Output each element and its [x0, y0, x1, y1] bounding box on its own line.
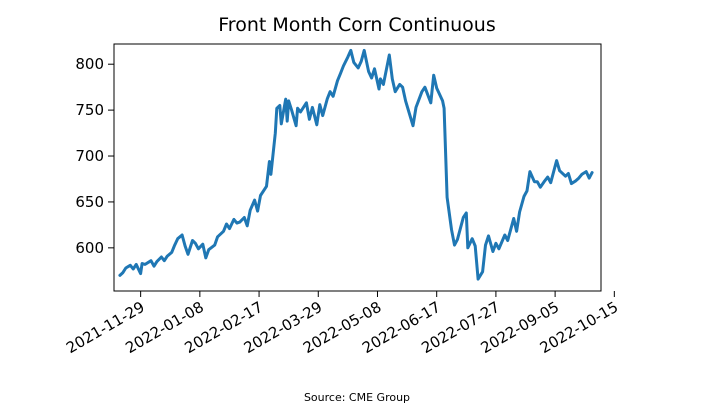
chart-title: Front Month Corn Continuous [218, 14, 495, 36]
y-tick-label: 600 [75, 239, 104, 257]
source-note: Source: CME Group [304, 391, 410, 404]
series-line-0 [118, 48, 594, 281]
y-tick-label: 750 [75, 101, 104, 119]
y-tick-label: 650 [75, 193, 104, 211]
y-tick-label: 800 [75, 55, 104, 73]
axes-frame [113, 43, 602, 292]
axes: 6006507007508002021-11-292022-01-082022-… [63, 43, 621, 357]
y-tick-label: 700 [75, 147, 104, 165]
plot-area [118, 48, 594, 281]
